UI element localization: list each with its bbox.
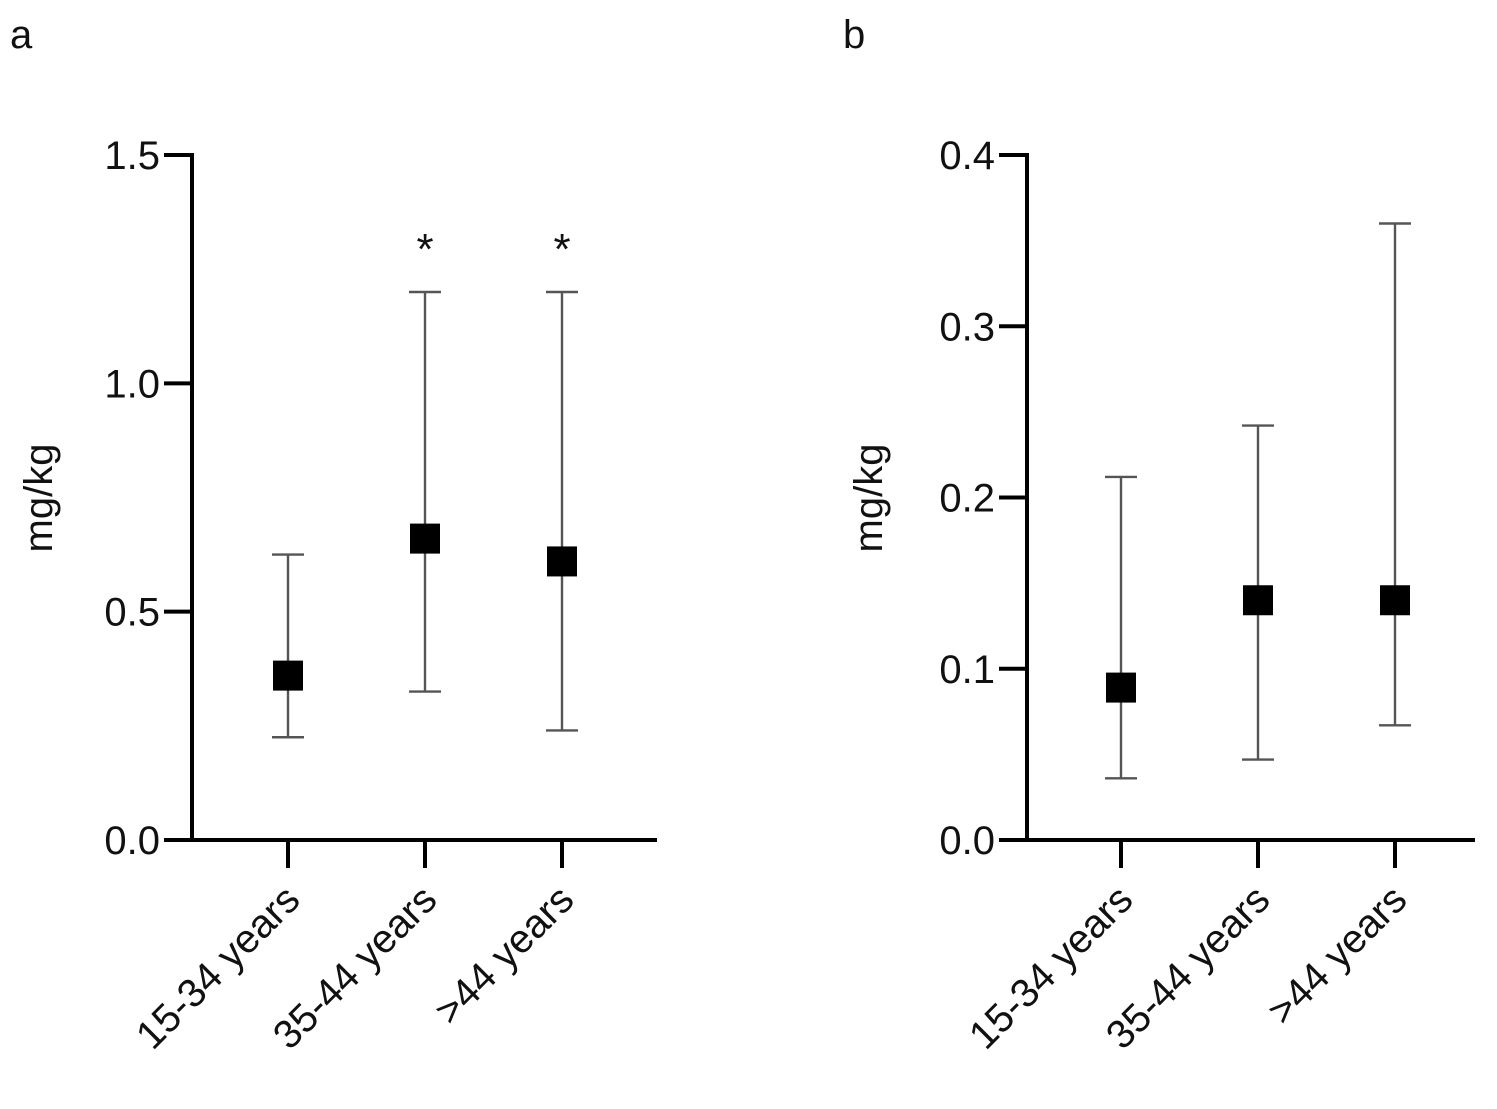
y-axis-title: mg/kg bbox=[847, 444, 891, 553]
data-point bbox=[1243, 585, 1273, 616]
panel-label: a bbox=[10, 13, 33, 57]
significance-mark: * bbox=[553, 225, 570, 274]
y-tick-label: 0.3 bbox=[939, 305, 995, 349]
y-tick-label: 0.4 bbox=[939, 134, 995, 178]
y-axis-title: mg/kg bbox=[17, 444, 61, 553]
y-tick-label: 0.5 bbox=[104, 591, 160, 635]
x-tick-label: >44 years bbox=[426, 877, 582, 1033]
panel-label: b bbox=[843, 13, 865, 57]
significance-mark: * bbox=[416, 225, 433, 274]
data-point bbox=[1380, 585, 1410, 616]
y-tick-label: 0.1 bbox=[939, 648, 995, 692]
data-point bbox=[273, 660, 303, 691]
data-point bbox=[410, 523, 440, 554]
y-tick-label: 0.2 bbox=[939, 477, 995, 521]
data-point bbox=[547, 546, 577, 577]
x-tick-label: >44 years bbox=[1259, 877, 1415, 1033]
y-tick-label: 0.0 bbox=[939, 819, 995, 863]
y-tick-label: 1.0 bbox=[104, 362, 160, 406]
y-tick-label: 1.5 bbox=[104, 134, 160, 178]
data-point bbox=[1106, 672, 1136, 703]
y-tick-label: 0.0 bbox=[104, 819, 160, 863]
